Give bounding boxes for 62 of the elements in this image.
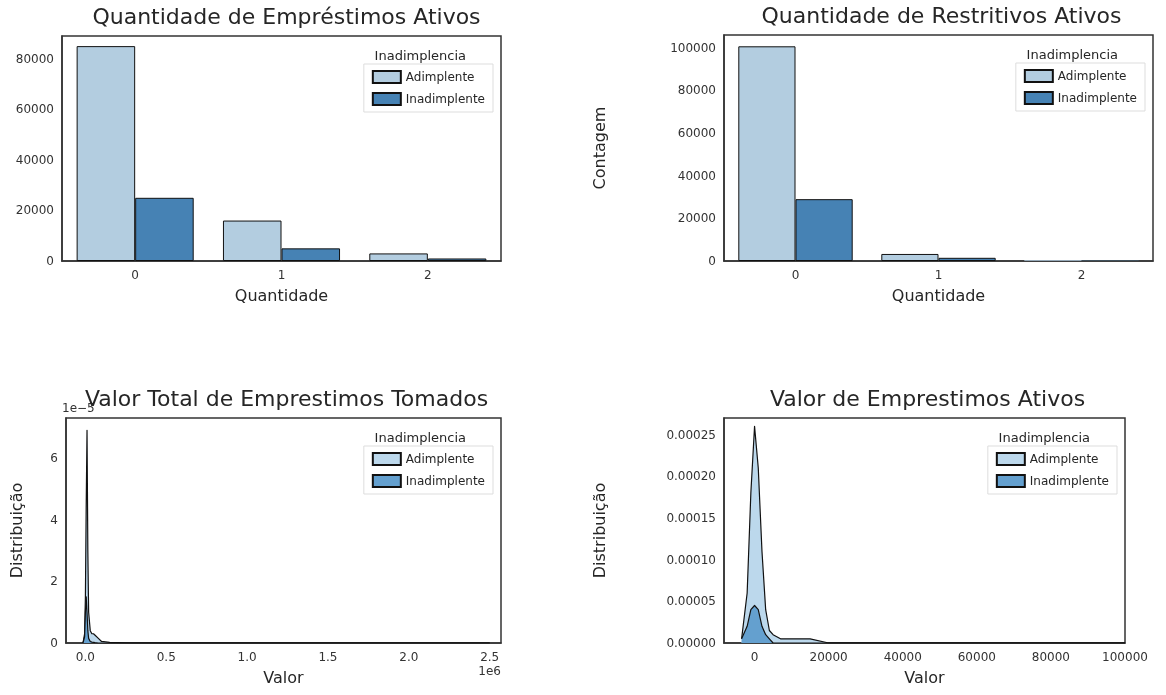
y-tick-label: 0.00010 (666, 552, 716, 567)
chart-title: Valor de Emprestimos Ativos (769, 385, 1086, 411)
y-tick-label: 2 (50, 574, 58, 589)
y-tick-label: 6 (50, 451, 58, 466)
y-tick-label: 0.00015 (666, 511, 716, 525)
legend-label: Adimplente (1057, 69, 1127, 83)
y-axis-title: Distribuição (6, 482, 26, 579)
legend-label: Inadimplente (405, 92, 486, 106)
y-tick-label: 0 (46, 254, 54, 268)
x-tick-label: 1.5 (318, 650, 338, 664)
legend-title: Inadimplencia (998, 430, 1091, 445)
x-axis-title: Valor (263, 667, 305, 687)
y-tick-label: 0.00000 (666, 636, 716, 650)
y-tick-label: 0 (50, 636, 58, 650)
legend-label: Inadimplente (405, 474, 486, 488)
legend-label: Adimplente (405, 70, 475, 84)
x-axis-title: Valor (904, 667, 946, 687)
x-tick-label: 80000 (1031, 650, 1071, 664)
x-tick-label: 1.0 (237, 650, 257, 664)
y-tick-label: 20000 (677, 211, 716, 226)
y-tick-label: 60000 (15, 102, 54, 117)
legend-title: Inadimplencia (374, 430, 467, 445)
x-tick-label: 0.5 (156, 650, 176, 664)
legend-label: Adimplente (405, 452, 475, 466)
y-tick-label: 0.00025 (666, 427, 716, 442)
x-tick-label: 20000 (809, 650, 848, 664)
y-tick-label: 20000 (15, 203, 54, 218)
y-axis-title: Contagem (589, 106, 609, 190)
y-tick-label: 0.00020 (666, 469, 716, 484)
text: 1e6 (478, 664, 501, 678)
x-tick-label: 0 (131, 268, 139, 282)
y-axis-title: Distribuição (589, 482, 609, 579)
y-tick-label: 80000 (15, 51, 54, 66)
y-tick-label: 80000 (677, 83, 716, 98)
legend-title: Inadimplencia (1026, 47, 1119, 62)
x-tick-label: 1 (277, 268, 286, 282)
y-tick-label: 100000 (670, 40, 716, 55)
x-tick-label: 0 (791, 268, 800, 282)
x-tick-label: 0.0 (75, 650, 95, 664)
y-tick-label: 60000 (677, 126, 716, 141)
x-tick-label: 1 (934, 268, 943, 282)
x-tick-label: 40000 (883, 650, 922, 664)
legend-title: Inadimplencia (374, 48, 467, 63)
y-tick-label: 0 (708, 254, 716, 268)
chart-title: Quantidade de Restritivos Ativos (761, 2, 1122, 28)
y-tick-label: 0.00005 (666, 594, 716, 609)
legend-label: Inadimplente (1029, 474, 1110, 488)
y-tick-label: 4 (50, 512, 58, 527)
x-tick-label: 60000 (957, 650, 996, 664)
x-tick-label: 2.5 (480, 650, 500, 664)
x-tick-label: 2 (1077, 268, 1086, 282)
x-axis-title: Quantidade (234, 285, 329, 305)
legend-label: Adimplente (1029, 452, 1099, 466)
x-tick-label: 2.0 (399, 650, 419, 664)
x-axis-title: Quantidade (891, 285, 986, 305)
x-tick-label: 2 (424, 268, 432, 282)
x-tick-label: 100000 (1102, 650, 1148, 664)
y-tick-label: 40000 (15, 152, 54, 167)
x-tick-label: 0 (750, 650, 759, 664)
y-tick-label: 40000 (677, 168, 716, 183)
legend-label: Inadimplente (1057, 91, 1138, 105)
chart-title: Quantidade de Empréstimos Ativos (92, 3, 481, 29)
